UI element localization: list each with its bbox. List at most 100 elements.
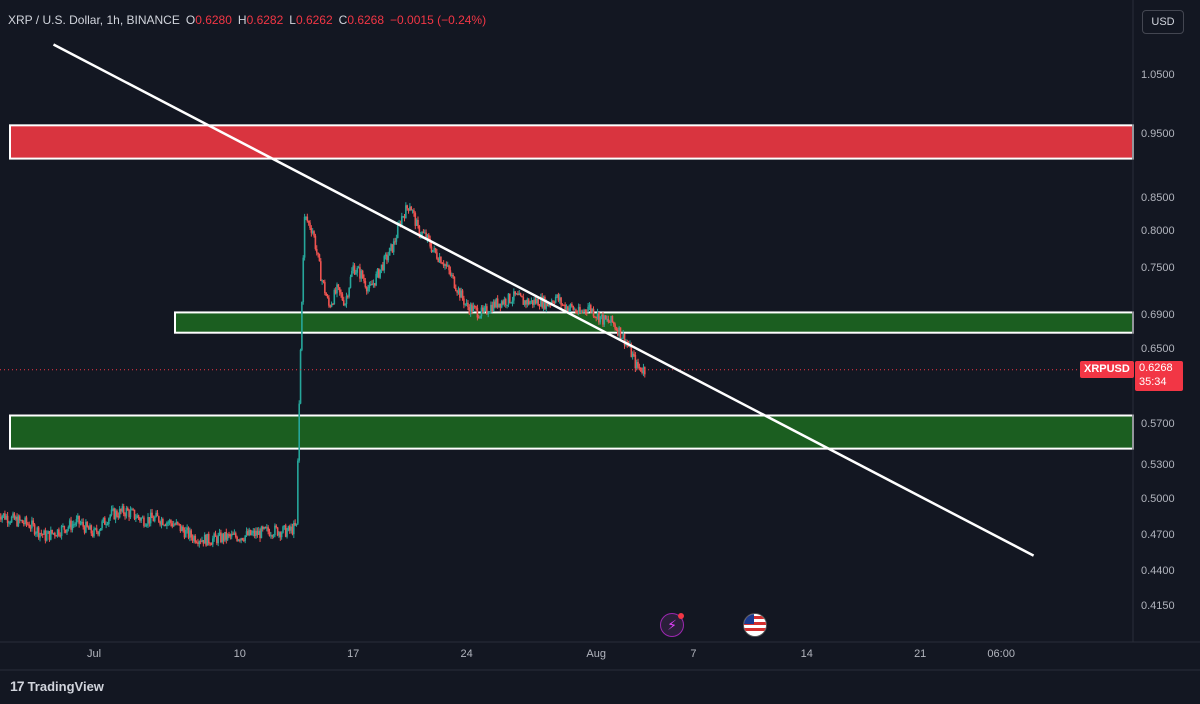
candle-145: [193, 534, 195, 544]
candle-411: [552, 300, 554, 304]
candle-106: [140, 517, 143, 524]
candle-200: [267, 525, 269, 535]
candle-126: [167, 520, 170, 527]
price-axis[interactable]: 1.0500 0.9500 0.8500 0.8000 0.7500 0.6900 0.65…: [1141, 69, 1175, 612]
candle-142: [189, 527, 191, 542]
candle-157: [209, 542, 211, 547]
candle-260: [348, 287, 350, 299]
candle-353: [473, 304, 476, 309]
candle-372: [499, 303, 502, 312]
candle-367: [492, 299, 495, 312]
candle-82: [108, 517, 110, 527]
symbol-title[interactable]: XRP / U.S. Dollar, 1h, BINANCE: [8, 13, 180, 27]
legend-header: XRP / U.S. Dollar, 1h, BINANCE O 0.6280 …: [8, 13, 486, 27]
candle-316: [423, 229, 426, 234]
candle-67: [87, 525, 90, 530]
candle-112: [148, 517, 151, 527]
candle-283: [379, 269, 381, 280]
time-tick-6: 14: [801, 648, 813, 660]
candle-227: [303, 213, 306, 261]
candle-196: [261, 525, 264, 532]
candle-205: [274, 523, 276, 538]
candle-138: [183, 527, 186, 540]
candle-355: [476, 304, 479, 321]
candle-305: [409, 203, 411, 212]
candle-434: [583, 308, 585, 314]
candle-50: [64, 529, 67, 534]
support-zone-2[interactable]: [9, 414, 1134, 450]
candle-108: [143, 515, 145, 528]
candle-393: [527, 298, 530, 306]
candle-438: [588, 302, 591, 311]
candle-95: [125, 505, 128, 519]
zones-layer: [9, 124, 1134, 450]
candle-315: [422, 229, 425, 234]
candle-218: [291, 523, 294, 536]
candle-179: [239, 538, 241, 543]
candle-141: [187, 526, 190, 540]
candle-176: [234, 531, 237, 539]
candle-34: [43, 529, 45, 535]
high-key: H: [237, 13, 247, 27]
candle-189: [252, 527, 255, 537]
candle-361: [484, 303, 487, 312]
candle-261: [349, 274, 352, 289]
candle-311: [417, 216, 419, 229]
candle-221: [295, 523, 298, 527]
candle-405: [544, 295, 546, 311]
candle-30: [37, 526, 40, 540]
time-axis[interactable]: Jul 10 17 24 Aug 7 14 21 06:00: [87, 648, 1015, 660]
candle-246: [329, 304, 332, 309]
candle-295: [395, 234, 398, 245]
currency-button[interactable]: USD: [1142, 10, 1184, 34]
candle-72: [94, 527, 97, 531]
candle-25: [31, 516, 33, 532]
candle-389: [522, 293, 525, 305]
tradingview-logo-icon: 17: [10, 678, 25, 694]
candle-470: [631, 351, 634, 360]
candle-182: [243, 537, 245, 543]
candle-322: [432, 249, 434, 253]
support-zone-1[interactable]: [174, 311, 1134, 334]
candle-242: [324, 279, 326, 296]
candle-39: [50, 526, 52, 541]
candle-479: [644, 366, 646, 378]
trendline[interactable]: [52, 43, 1035, 557]
candle-77: [101, 519, 103, 531]
candle-132: [175, 519, 178, 526]
candle-46: [59, 532, 62, 538]
candle-460: [618, 326, 620, 340]
lightning-icon: ⚡: [667, 616, 677, 633]
candle-457: [614, 322, 616, 331]
candle-151: [201, 536, 203, 543]
candle-75: [98, 529, 101, 537]
resistance-zone-0[interactable]: [9, 124, 1134, 160]
candle-69: [90, 524, 93, 536]
candle-255: [341, 292, 344, 302]
candle-165: [220, 529, 222, 544]
candle-428: [575, 308, 577, 314]
candle-270: [361, 269, 364, 279]
candle-122: [162, 517, 164, 526]
candle-333: [446, 261, 449, 267]
candle-417: [560, 296, 562, 309]
candle-211: [282, 525, 284, 534]
candle-199: [266, 524, 268, 532]
candle-346: [464, 303, 467, 307]
candle-306: [410, 205, 413, 211]
candle-474: [637, 358, 639, 370]
event-lightning-icon[interactable]: ⚡: [660, 613, 684, 637]
candle-370: [496, 295, 499, 309]
candle-453: [608, 320, 611, 323]
candle-222: [297, 458, 299, 525]
candle-2: [0, 513, 2, 522]
candle-275: [368, 281, 371, 292]
candle-73: [95, 524, 98, 535]
candle-156: [207, 531, 210, 546]
candle-267: [357, 265, 360, 269]
footer-brand[interactable]: 17 TradingView: [10, 676, 104, 696]
us-flag-event-icon[interactable]: [743, 613, 767, 637]
candle-302: [405, 202, 407, 219]
candle-54: [70, 516, 72, 533]
